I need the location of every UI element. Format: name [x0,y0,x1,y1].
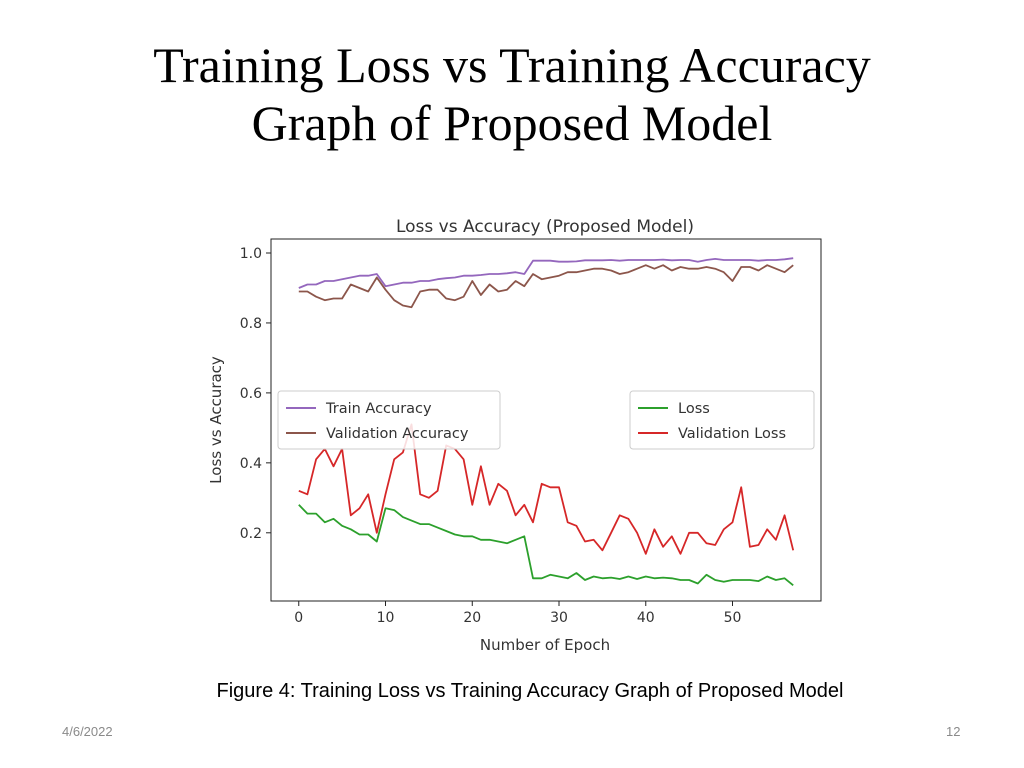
legend-label: Validation Accuracy [326,426,469,442]
footer-page-number: 12 [946,724,961,739]
series-line-train-accuracy [298,257,794,289]
legend-label: Validation Loss [678,426,786,442]
x-axis-label: Number of Epoch [480,636,610,654]
tick-layer: 0 10 20 30 40 50 0.2 0.4 0.6 0.8 1.0 [240,246,742,626]
legend-box [629,390,815,450]
y-tick-label: 0.4 [240,456,262,472]
slide-title-line-1: Training Loss vs Training Accuracy [153,37,871,93]
chart-title: Loss vs Accuracy (Proposed Model) [396,217,694,237]
legend-layer: Train Accuracy Validation Accuracy Loss Val… [277,390,815,450]
legend-box [277,390,501,450]
figure-caption: Figure 4: Training Loss vs Training Accu… [216,680,844,702]
x-tick-label: 40 [637,610,655,626]
y-tick-label: 0.8 [240,316,262,332]
legend-label: Train Accuracy [325,401,432,417]
y-tick-label: 1.0 [240,246,262,262]
x-tick-label: 20 [463,610,481,626]
y-axis-label: Loss vs Accuracy [207,356,225,484]
x-tick-label: 10 [377,610,395,626]
y-tick-label: 0.6 [240,386,262,402]
slide-title: Training Loss vs Training Accuracy Graph… [0,36,1024,152]
slide-title-line-2: Graph of Proposed Model [251,95,773,151]
x-tick-label: 0 [294,610,303,626]
loss-accuracy-chart: Loss vs Accuracy (Proposed Model) 0 10 20 3… [207,217,822,654]
footer-date: 4/6/2022 [62,724,113,739]
legend-label: Loss [678,401,710,417]
series-line-loss [298,504,794,586]
y-tick-label: 0.2 [240,526,262,542]
x-tick-label: 30 [550,610,568,626]
x-tick-label: 50 [724,610,742,626]
series-layer [298,257,795,586]
series-line-validation-accuracy [298,264,794,309]
series-line-validation-loss [298,423,795,555]
plot-area-frame [270,238,822,602]
